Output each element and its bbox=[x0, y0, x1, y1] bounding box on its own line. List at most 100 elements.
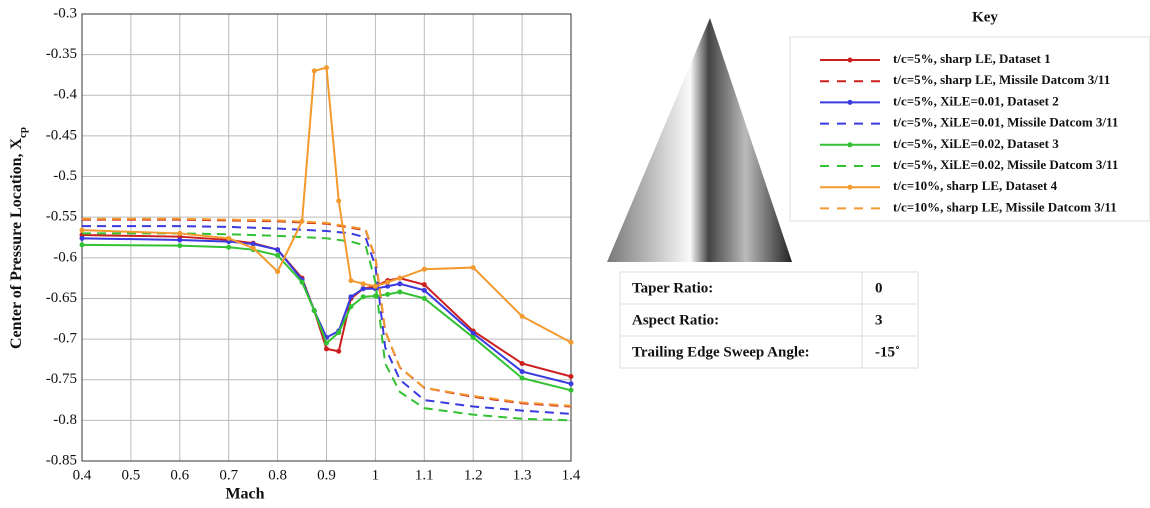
y-axis-label: Center of Pressure Location, Xcp bbox=[8, 127, 29, 349]
data-point bbox=[311, 68, 317, 74]
data-point bbox=[79, 242, 85, 248]
data-point bbox=[385, 279, 391, 285]
data-point bbox=[360, 286, 366, 292]
data-point bbox=[348, 304, 354, 310]
data-point bbox=[275, 269, 281, 275]
legend-marker bbox=[847, 142, 853, 148]
table-cell: 3 bbox=[875, 312, 883, 328]
x-tick-label: 0.5 bbox=[122, 467, 141, 483]
legend-label: t/c=5%, XiLE=0.02, Dataset 3 bbox=[893, 136, 1059, 151]
x-tick-label: 1.3 bbox=[513, 467, 532, 483]
y-tick-label: -0.5 bbox=[53, 168, 77, 184]
y-tick-label: -0.7 bbox=[53, 331, 77, 347]
x-tick-label: 0.6 bbox=[170, 467, 189, 483]
data-point bbox=[311, 308, 317, 314]
x-tick-label: 0.8 bbox=[268, 467, 287, 483]
legend-marker bbox=[847, 99, 853, 105]
series-line bbox=[81, 243, 572, 392]
table-cell: Trailing Edge Sweep Angle: bbox=[632, 344, 810, 360]
data-point bbox=[226, 244, 232, 250]
data-point bbox=[568, 339, 574, 345]
data-point bbox=[568, 381, 574, 387]
data-point bbox=[79, 235, 85, 241]
data-point bbox=[568, 387, 574, 393]
y-axis-label-text: Center of Pressure Location, X bbox=[8, 138, 25, 350]
series-line bbox=[82, 225, 572, 415]
data-point bbox=[79, 227, 85, 233]
data-point bbox=[470, 334, 476, 340]
table-cell: 0 bbox=[875, 280, 883, 296]
data-point bbox=[275, 252, 281, 258]
data-point bbox=[568, 373, 574, 379]
data-point bbox=[336, 198, 342, 204]
data-point bbox=[385, 283, 391, 289]
data-point bbox=[519, 369, 525, 375]
table-cell: Taper Ratio: bbox=[632, 280, 713, 296]
legend-marker bbox=[847, 57, 853, 63]
data-point bbox=[470, 330, 476, 336]
data-point bbox=[324, 340, 329, 346]
data-point bbox=[397, 289, 403, 295]
data-point bbox=[250, 245, 256, 251]
y-tick-label: -0.85 bbox=[46, 452, 77, 468]
legend-label: t/c=10%, sharp LE, Dataset 4 bbox=[893, 178, 1058, 193]
x-tick-label: 0.7 bbox=[219, 467, 238, 483]
legend-label: t/c=5%, XiLE=0.02, Missile Datcom 3/11 bbox=[893, 157, 1118, 172]
data-point bbox=[250, 241, 256, 247]
data-point bbox=[348, 294, 354, 300]
data-point bbox=[177, 230, 183, 236]
data-point bbox=[324, 346, 329, 352]
x-tick-label: 1 bbox=[372, 467, 380, 483]
y-tick-label: -0.75 bbox=[46, 371, 77, 387]
data-point bbox=[397, 281, 403, 287]
legend-label: t/c=5%, XiLE=0.01, Dataset 2 bbox=[893, 93, 1059, 108]
data-point bbox=[360, 294, 366, 300]
y-tick-label: -0.55 bbox=[46, 209, 77, 225]
x-tick-label: 1.1 bbox=[415, 467, 434, 483]
parameter-table: Taper Ratio: 0 Aspect Ratio: 3 Trailing … bbox=[619, 271, 919, 369]
data-point bbox=[421, 295, 427, 301]
data-point bbox=[421, 287, 427, 293]
table-cell: Aspect Ratio: bbox=[632, 312, 719, 328]
y-tick-label: -0.35 bbox=[46, 46, 77, 62]
data-point bbox=[275, 247, 281, 253]
data-point bbox=[177, 237, 183, 243]
x-tick-label: 0.4 bbox=[73, 467, 92, 483]
data-point bbox=[299, 279, 305, 285]
series-line bbox=[81, 237, 572, 385]
data-point bbox=[519, 375, 525, 381]
legend-label: t/c=5%, sharp LE, Missile Datcom 3/11 bbox=[893, 72, 1110, 87]
legend-label: t/c=5%, sharp LE, Dataset 1 bbox=[893, 51, 1051, 66]
x-axis-label: Mach bbox=[225, 486, 264, 503]
y-axis-label-subscript: cp bbox=[17, 127, 29, 138]
data-point bbox=[226, 235, 232, 241]
y-tick-label: -0.6 bbox=[53, 249, 77, 265]
series-line bbox=[82, 232, 572, 422]
y-tick-label: -0.45 bbox=[46, 127, 77, 143]
data-point bbox=[324, 65, 329, 71]
legend-title: Key bbox=[972, 9, 998, 25]
data-point bbox=[372, 283, 378, 289]
y-tick-label: -0.65 bbox=[46, 290, 77, 306]
data-point bbox=[177, 243, 183, 249]
y-tick-label: -0.8 bbox=[53, 412, 77, 428]
data-point bbox=[421, 266, 427, 272]
legend-marker bbox=[847, 184, 853, 190]
legend-box bbox=[789, 36, 1150, 222]
data-point bbox=[519, 313, 525, 319]
table-cell: -15˚ bbox=[875, 344, 900, 360]
data-point bbox=[421, 282, 427, 288]
data-point bbox=[397, 275, 403, 281]
series-line bbox=[81, 66, 572, 344]
data-point bbox=[360, 281, 366, 287]
wing-planform bbox=[607, 18, 792, 262]
data-point bbox=[348, 278, 354, 284]
y-tick-label: -0.4 bbox=[53, 87, 77, 103]
data-point bbox=[336, 330, 342, 336]
data-point bbox=[519, 360, 525, 366]
data-point bbox=[470, 265, 476, 271]
legend-label: t/c=5%, XiLE=0.01, Missile Datcom 3/11 bbox=[893, 115, 1118, 130]
x-tick-label: 0.9 bbox=[317, 467, 336, 483]
x-tick-label: 1.4 bbox=[562, 467, 581, 483]
